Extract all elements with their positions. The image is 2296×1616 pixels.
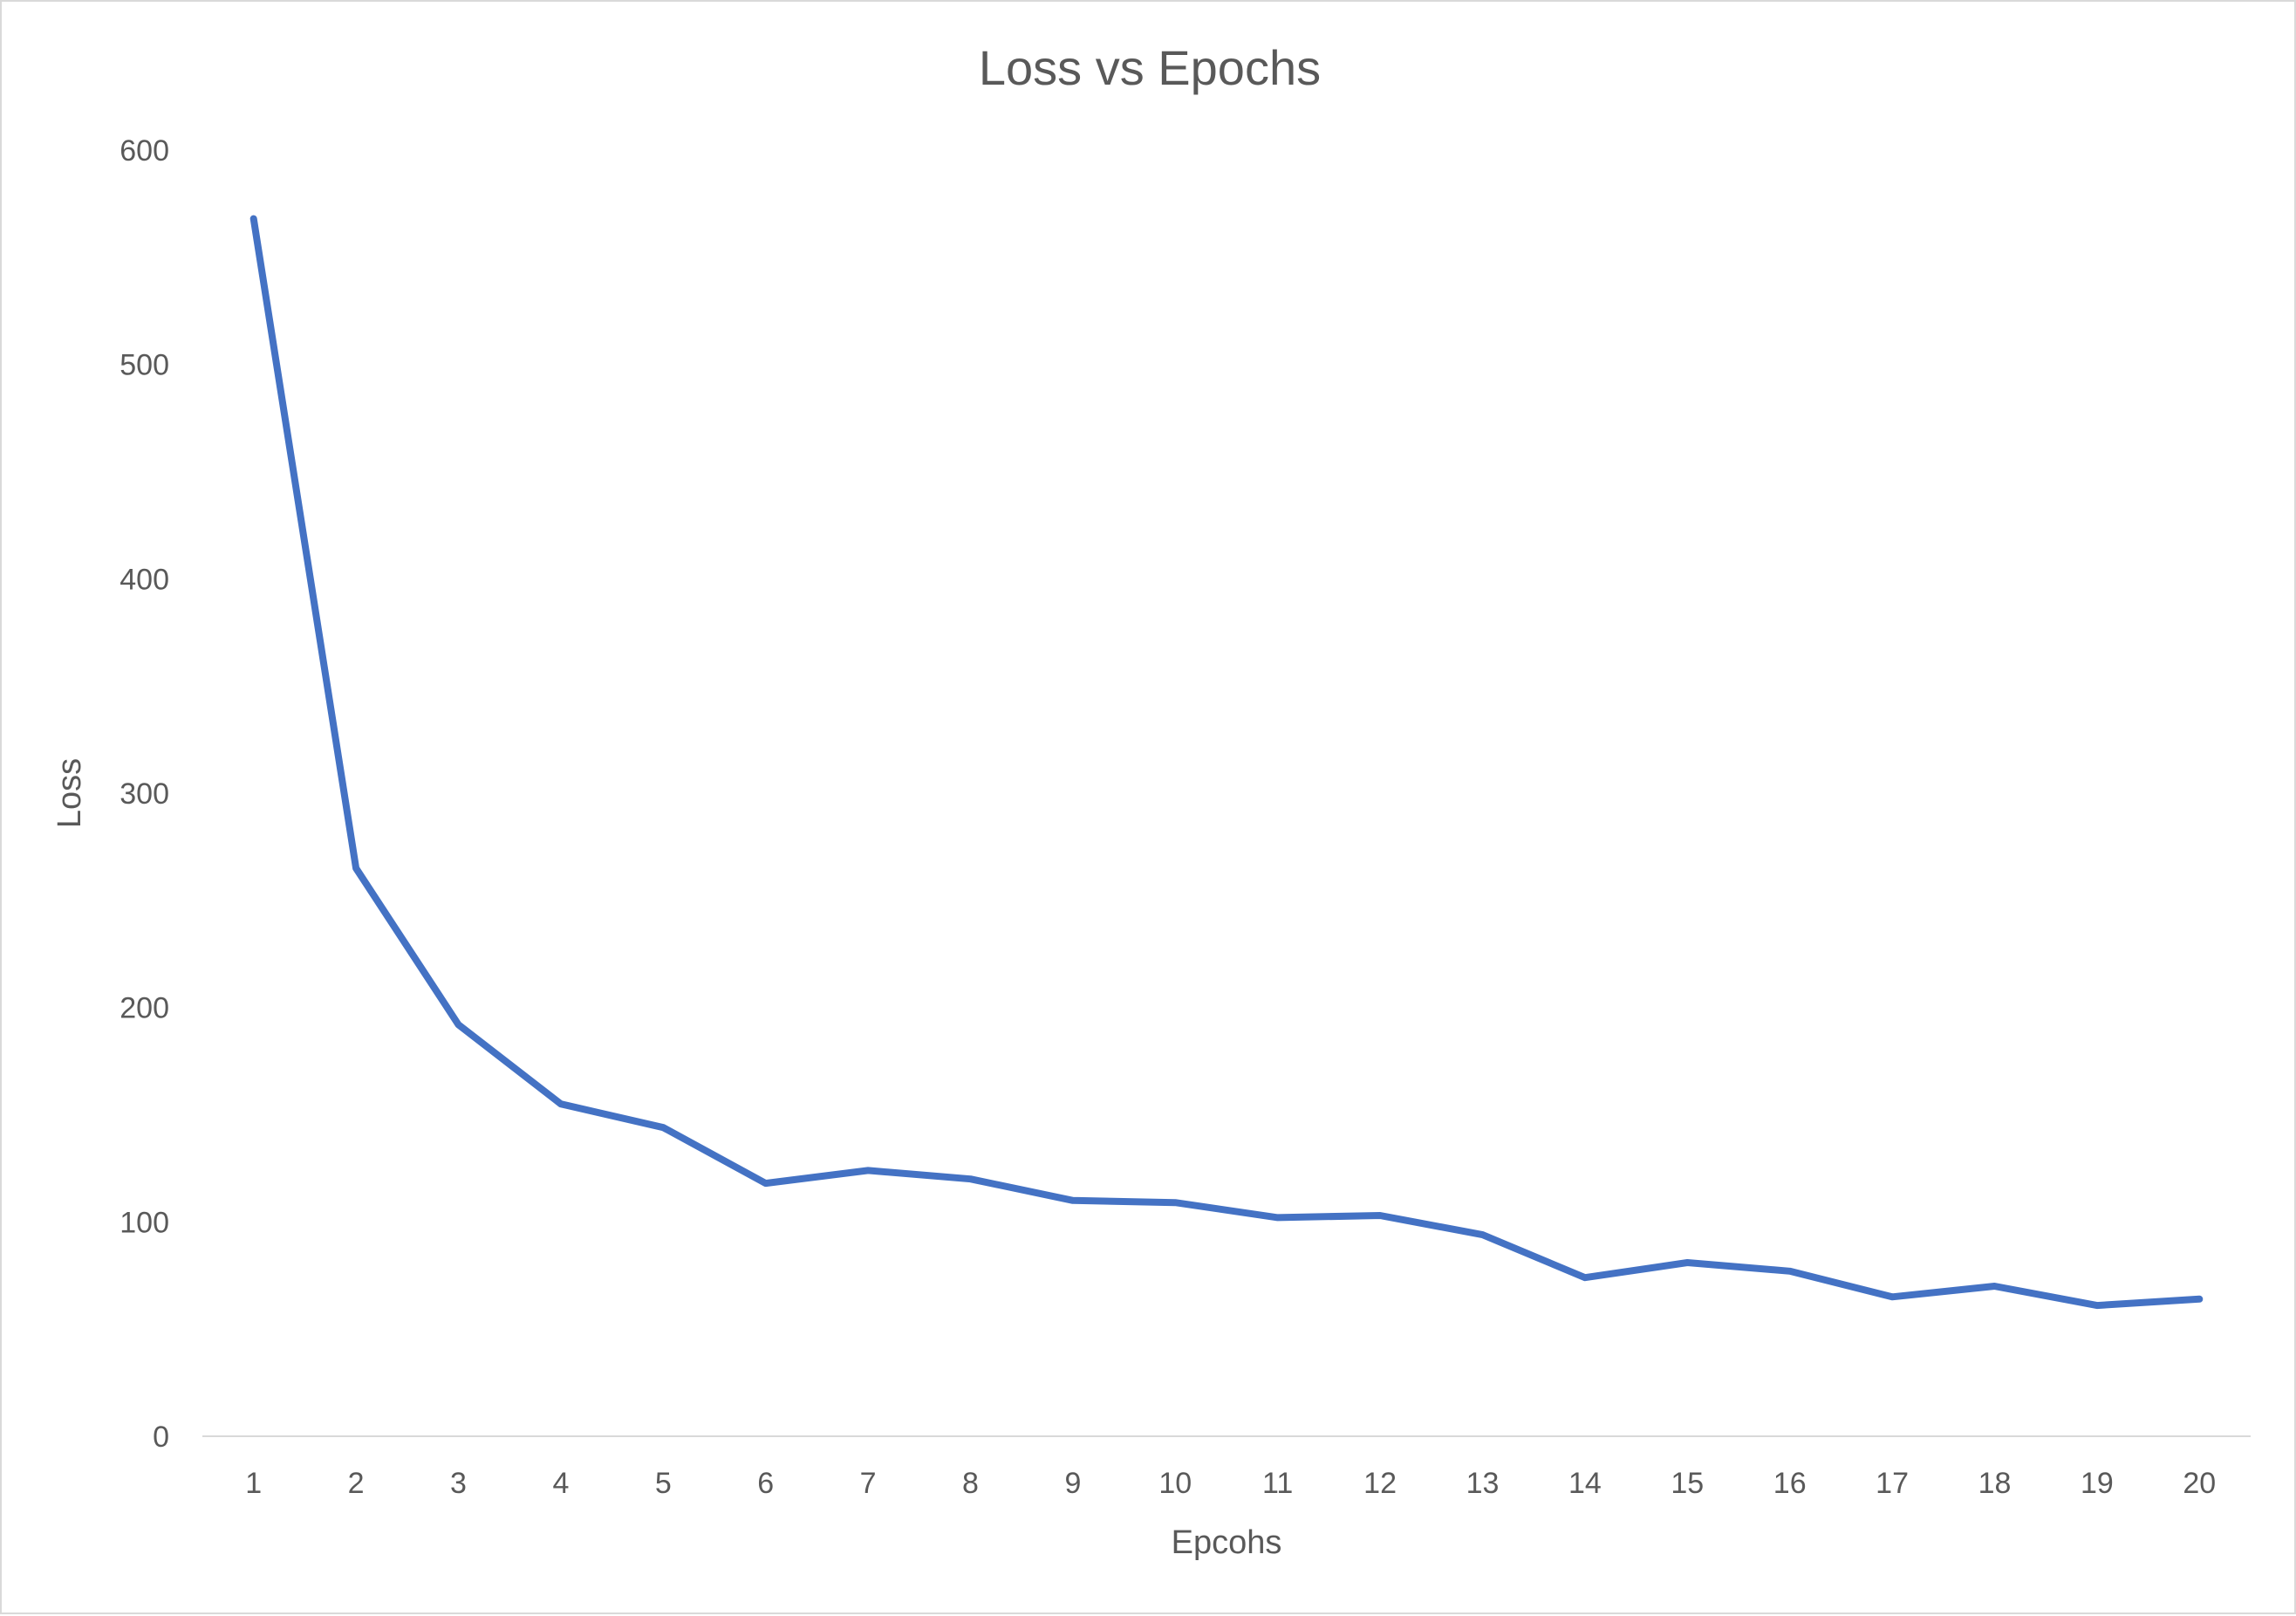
series-group bbox=[249, 215, 2204, 1310]
y-tick-label: 600 bbox=[120, 134, 169, 168]
x-tick-label: 11 bbox=[1262, 1467, 1293, 1500]
x-tick-label: 19 bbox=[2081, 1467, 2114, 1500]
loss-series-line bbox=[249, 215, 2204, 1310]
x-tick-label: 2 bbox=[348, 1467, 365, 1500]
x-tick-label: 9 bbox=[1064, 1467, 1081, 1500]
x-tick-label: 1 bbox=[245, 1467, 262, 1500]
x-tick-label: 3 bbox=[450, 1467, 467, 1500]
y-tick-label: 500 bbox=[120, 349, 169, 382]
x-axis-tick-labels: 1 2 3 4 5 6 7 8 9 10 11 12 13 14 15 16 17 18 19 20 bbox=[245, 1467, 2216, 1500]
x-tick-label: 16 bbox=[1773, 1467, 1807, 1500]
x-axis-title: Epcohs bbox=[1172, 1524, 1282, 1561]
x-tick-label: 18 bbox=[1978, 1467, 2012, 1500]
x-tick-label: 6 bbox=[757, 1467, 774, 1500]
y-tick-label: 400 bbox=[120, 563, 169, 596]
y-axis-tick-labels: 0 100 200 300 400 500 600 bbox=[120, 134, 169, 1454]
x-tick-label: 4 bbox=[552, 1467, 569, 1500]
x-tick-label: 17 bbox=[1876, 1467, 1909, 1500]
y-axis-title: Loss bbox=[51, 758, 88, 828]
x-tick-label: 5 bbox=[655, 1467, 672, 1500]
x-tick-label: 10 bbox=[1158, 1467, 1192, 1500]
y-tick-label: 0 bbox=[153, 1421, 169, 1454]
y-tick-label: 100 bbox=[120, 1206, 169, 1239]
x-tick-label: 7 bbox=[860, 1467, 877, 1500]
x-tick-label: 8 bbox=[962, 1467, 979, 1500]
x-tick-label: 12 bbox=[1363, 1467, 1397, 1500]
x-tick-label: 14 bbox=[1568, 1467, 1602, 1500]
x-tick-label: 20 bbox=[2183, 1467, 2216, 1500]
y-tick-label: 300 bbox=[120, 777, 169, 811]
y-tick-label: 200 bbox=[120, 992, 169, 1025]
chart-title: Loss vs Epochs bbox=[979, 40, 1321, 95]
x-tick-label: 13 bbox=[1466, 1467, 1500, 1500]
x-tick-label: 15 bbox=[1671, 1467, 1704, 1500]
